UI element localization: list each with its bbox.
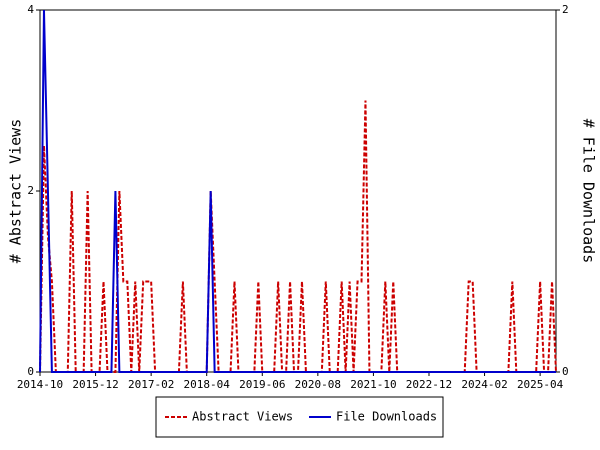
x-tick-label: 2014-10: [17, 378, 63, 391]
series-line: [39, 9, 556, 373]
x-tick-label: 2018-04: [184, 378, 231, 391]
legend-text: File Downloads: [336, 410, 437, 424]
x-tick-label: 2024-02: [461, 378, 507, 391]
y-tick-label: 4: [27, 3, 34, 16]
x-tick-label: 2019-06: [239, 378, 285, 391]
y2-tick-label: 0: [562, 365, 569, 378]
y2-axis-label: # File Downloads: [580, 119, 598, 264]
y2-tick-label: 2: [562, 3, 569, 16]
y-axis-label: # Abstract Views: [7, 119, 25, 264]
legend-box: [155, 396, 444, 438]
y-tick-label: 2: [27, 184, 34, 197]
legend-text: Abstract Views: [192, 410, 293, 424]
x-tick-label: 2015-12: [72, 378, 118, 391]
x-tick-label: 2017-02: [128, 378, 174, 391]
x-tick-label: 2021-10: [350, 378, 396, 391]
x-tick-label: 2022-12: [406, 378, 452, 391]
x-tick-label: 2020-08: [295, 378, 341, 391]
y-tick-label: 0: [27, 365, 34, 378]
x-tick-label: 2025-04: [517, 378, 564, 391]
